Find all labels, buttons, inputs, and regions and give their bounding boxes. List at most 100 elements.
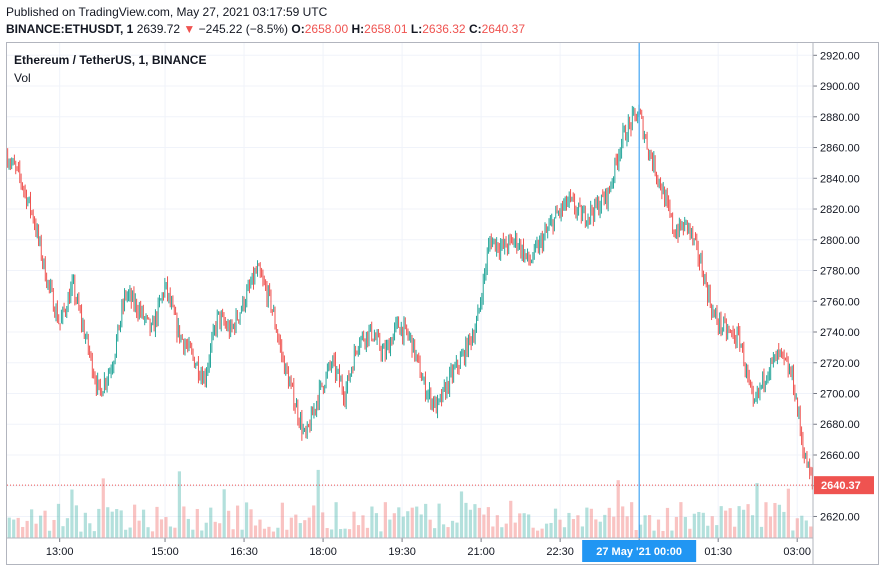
volume-bar [455,522,459,538]
volume-bar [209,507,213,538]
volume-bar [276,527,280,538]
volume-bar [773,502,777,538]
volume-bar [459,491,464,538]
volume-bar [661,530,665,538]
volume-bar [643,515,647,538]
volume-bar [513,522,517,538]
volume-bar [204,522,208,538]
volume-bars [7,469,813,538]
volume-bar [92,531,96,538]
volume-bar [227,510,231,538]
volume-bar [312,505,316,538]
volume-bar [679,502,683,538]
volume-bar [697,511,701,538]
volume-bar [352,511,356,538]
volume-bar [701,512,705,538]
volume-bar [670,530,674,538]
close-value: 2640.37 [481,22,526,36]
volume-bar [500,527,504,538]
volume-bar [544,523,549,538]
volume-bar [746,504,750,538]
volume-bar [133,504,137,538]
volume-bar [83,512,87,538]
volume-bar [177,471,181,538]
price-tick-label: 2880.00 [820,112,860,124]
time-tick-label: 22:30 [546,546,574,558]
candles [7,104,813,490]
open-value: 2658.00 [304,22,349,36]
volume-bar [630,502,634,538]
price-tick-label: 2820.00 [820,204,860,216]
grid-lines [7,43,813,538]
volume-bar [383,502,387,538]
volume-bar [764,502,768,538]
volume-bar [244,502,249,538]
volume-bar [195,508,199,538]
price-tick-label: 2760.00 [820,296,860,308]
volume-bar [706,525,710,538]
volume-bar [124,529,128,538]
volume-bar [285,529,289,538]
time-tick-label: 21:00 [467,546,495,558]
volume-bar [518,513,522,538]
volume-bar [777,504,782,538]
volume-bar [612,516,616,538]
volume-bar [106,507,110,538]
volume-bar [392,513,396,538]
volume-bar [553,508,558,538]
chart-frame[interactable] [6,42,879,565]
volume-bar [16,517,20,538]
price-tick-label: 2920.00 [820,50,860,62]
volume-bar [464,502,468,538]
volume-bar [585,507,589,538]
open-label: O: [291,22,305,36]
volume-bar [34,523,38,538]
time-tick-label: 01:30 [704,546,732,558]
volume-bar [186,518,190,538]
volume-bar [325,528,329,538]
volume-bar [110,511,114,538]
volume-bar [719,506,723,538]
volume-bar [182,506,186,538]
volume-bar [710,516,714,538]
volume-bar [594,519,598,538]
price-change: −245.22 (−8.5%) [198,22,289,36]
price-tick-label: 2620.00 [820,511,860,523]
volume-bar [549,522,553,538]
volume-bar [258,519,262,538]
volume-bar [437,503,441,538]
volume-bar [750,515,755,538]
last-price-badge [814,476,874,495]
volume-bar [316,469,320,538]
volume-bar [688,528,692,538]
volume-bar [540,528,544,538]
volume-bar [47,530,52,538]
volume-bar [128,527,132,538]
volume-bar [598,521,602,538]
volume-bar [558,519,562,538]
volume-bar [724,510,728,538]
volume-bar [580,526,584,538]
volume-bar [12,519,16,538]
volume-bar [473,504,477,538]
volume-bar [164,517,168,538]
volume-bar [374,513,379,538]
price-tick-label: 2680.00 [820,419,860,431]
last-price-badge-label: 2640.37 [821,480,861,492]
volume-bar [388,519,392,538]
volume-bar [343,528,347,538]
price-tick-label: 2740.00 [820,327,860,339]
time-tick-label: 18:00 [309,546,337,558]
volume-bar [737,506,741,538]
volume-bar [137,520,141,538]
high-value: 2658.01 [364,22,408,36]
time-tick-label: 15:00 [151,546,179,558]
volume-bar [231,529,235,538]
volume-bar [741,509,746,538]
volume-bar [294,514,298,538]
chart-legend-title: Ethereum / TetherUS, 1, BINANCE [14,53,207,67]
volume-bar [639,524,643,538]
volume-bar [236,505,240,538]
volume-bar [809,526,813,538]
